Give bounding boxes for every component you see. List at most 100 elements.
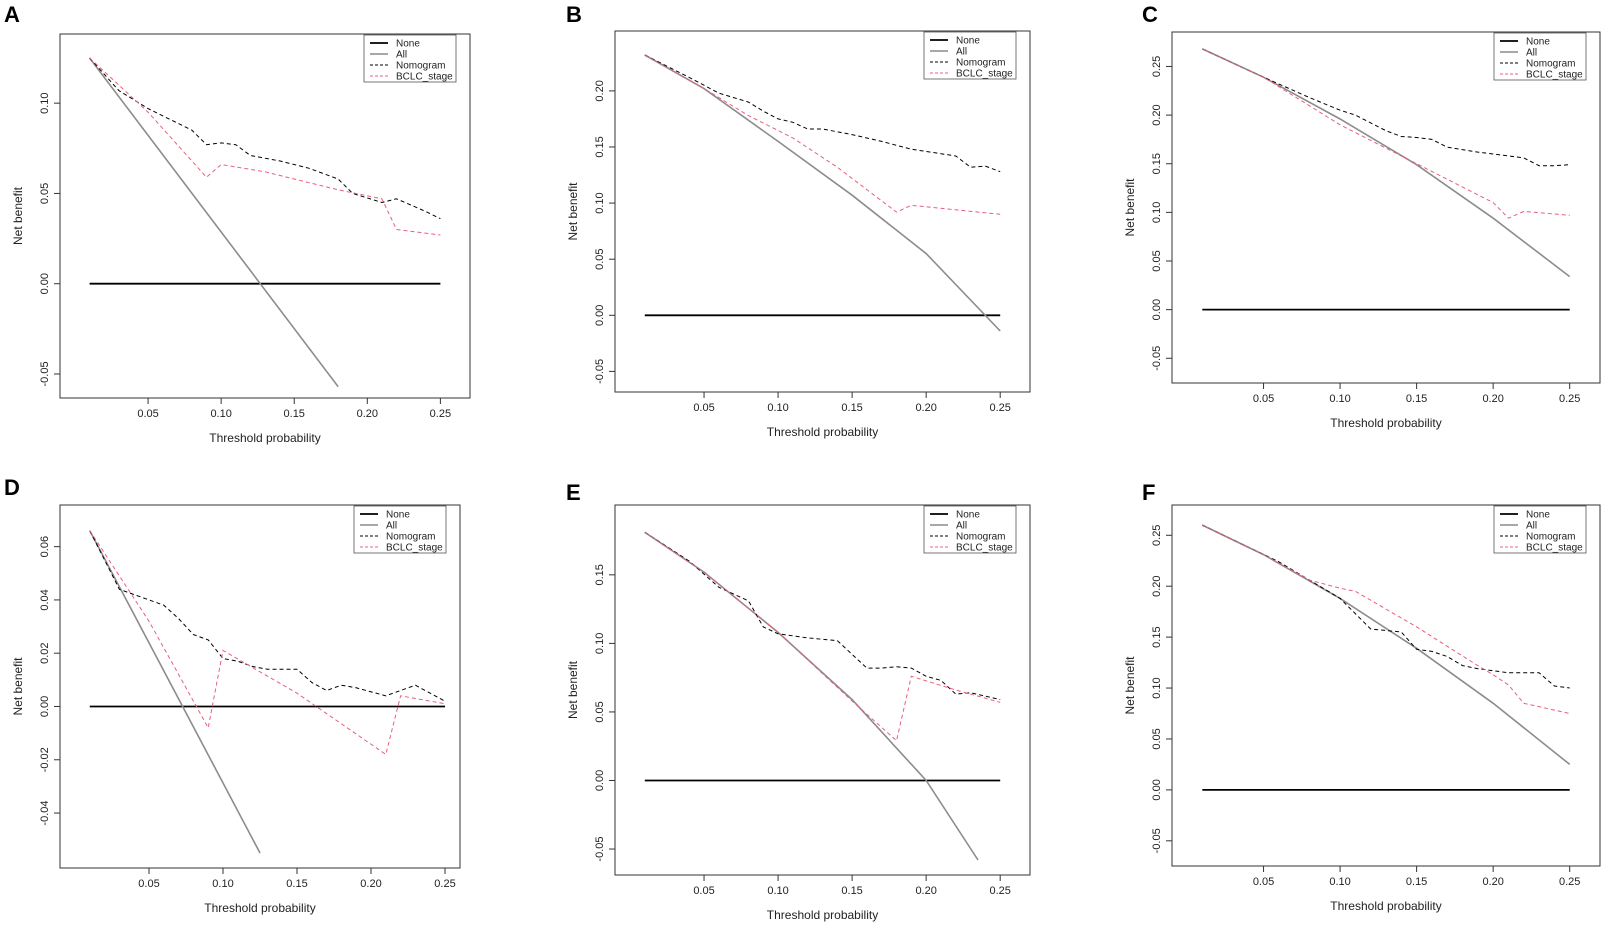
y-tick-label: 0.20 xyxy=(1151,104,1163,125)
legend-label-bclc: BCLC_stage xyxy=(1526,543,1583,554)
series-line-bclc xyxy=(89,57,441,236)
y-tick-label: -0.05 xyxy=(1151,346,1163,371)
y-tick-label: -0.05 xyxy=(1151,828,1163,853)
legend-label-bclc: BCLC_stage xyxy=(956,543,1013,554)
y-axis-title: Net benefit xyxy=(566,660,580,719)
legend-label-all: All xyxy=(396,50,407,61)
series-group xyxy=(644,54,1001,332)
plot-frame xyxy=(614,504,1031,876)
series-line-all xyxy=(88,57,339,388)
x-tick-label: 0.15 xyxy=(284,408,305,420)
legend-label-all: All xyxy=(1526,521,1537,532)
y-tick-label: 0.15 xyxy=(1151,626,1163,647)
x-tick-label: 0.25 xyxy=(1559,876,1580,888)
y-axis-title: Net benefit xyxy=(11,657,25,716)
x-tick-label: 0.15 xyxy=(286,878,307,890)
panel-a: A 0.05 0.10 0.15 0.20 0.25 -0.05 0.00 0.05 0.10 Th… xyxy=(4,2,471,445)
x-tick-label: 0.20 xyxy=(1482,393,1503,405)
legend-label-bclc: BCLC_stage xyxy=(386,543,443,554)
y-tick-label: 0.00 xyxy=(1151,779,1163,800)
x-tick-label: 0.20 xyxy=(360,878,381,890)
legend-label-nomogram: Nomogram xyxy=(1526,532,1575,543)
y-tick-label: 0.00 xyxy=(39,696,51,717)
series-line-all xyxy=(644,531,979,861)
x-tick-label: 0.15 xyxy=(841,402,862,414)
y-tick-label: 0.00 xyxy=(594,305,606,326)
legend-label-none: None xyxy=(1526,37,1550,48)
x-tick-label: 0.25 xyxy=(989,402,1010,414)
legend-label-nomogram: Nomogram xyxy=(396,61,445,72)
y-tick-label: 0.00 xyxy=(1151,299,1163,320)
series-line-nomogram xyxy=(1202,524,1570,689)
legend-label-bclc: BCLC_stage xyxy=(956,69,1013,80)
x-tick-label: 0.20 xyxy=(1482,876,1503,888)
legend-label-all: All xyxy=(386,521,397,532)
x-tick-label: 0.05 xyxy=(138,878,159,890)
x-tick-label: 0.10 xyxy=(767,402,788,414)
series-group xyxy=(1201,48,1571,311)
legend-label-none: None xyxy=(396,39,420,50)
series-group xyxy=(88,57,441,388)
x-tick-label: 0.05 xyxy=(1253,876,1274,888)
y-tick-label: -0.05 xyxy=(594,836,606,861)
legend-label-none: None xyxy=(956,36,980,47)
series-line-bclc xyxy=(644,54,1001,215)
panel-letter: A xyxy=(4,2,20,27)
x-tick-label: 0.05 xyxy=(1253,393,1274,405)
series-line-bclc xyxy=(1202,524,1570,714)
x-tick-label: 0.25 xyxy=(430,408,451,420)
y-axis-title: Net benefit xyxy=(566,182,580,241)
legend-label-none: None xyxy=(386,510,410,521)
series-line-nomogram xyxy=(644,54,1001,173)
y-tick-label: 0.15 xyxy=(594,564,606,585)
y-tick-label: 0.05 xyxy=(594,248,606,269)
panel-d: D 0.05 0.10 0.15 0.20 0.25 -0.04 -0.02 0.00 0.02 0… xyxy=(4,475,461,915)
y-tick-label: 0.04 xyxy=(39,589,51,610)
y-tick-label: -0.04 xyxy=(39,801,51,826)
x-tick-label: 0.10 xyxy=(1329,393,1350,405)
legend-label-none: None xyxy=(1526,510,1550,521)
x-tick-label: 0.05 xyxy=(693,402,714,414)
y-tick-label: 0.10 xyxy=(594,192,606,213)
panel-letter: E xyxy=(566,480,581,505)
x-tick-label: 0.10 xyxy=(767,885,788,897)
x-tick-label: 0.15 xyxy=(1406,876,1427,888)
plot-frame xyxy=(1171,31,1601,384)
legend-box xyxy=(363,34,457,83)
y-tick-label: 0.00 xyxy=(594,770,606,791)
legend-label-bclc: BCLC_stage xyxy=(396,72,453,83)
y-tick-label: 0.20 xyxy=(594,80,606,101)
x-tick-label: 0.10 xyxy=(212,878,233,890)
x-tick-label: 0.15 xyxy=(841,885,862,897)
y-tick-label: 0.10 xyxy=(1151,677,1163,698)
legend-label-all: All xyxy=(956,521,967,532)
y-tick-label: 0.00 xyxy=(39,273,51,294)
x-axis-title: Threshold probability xyxy=(767,908,878,922)
series-line-bclc xyxy=(644,531,1001,742)
x-tick-label: 0.10 xyxy=(210,408,231,420)
y-tick-label: 0.10 xyxy=(39,92,51,113)
y-tick-label: -0.05 xyxy=(39,361,51,386)
x-tick-label: 0.20 xyxy=(915,402,936,414)
y-tick-label: 0.10 xyxy=(1151,202,1163,223)
series-line-bclc xyxy=(1202,48,1570,219)
y-tick-label: 0.25 xyxy=(1151,56,1163,77)
x-axis-title: Threshold probability xyxy=(209,431,320,445)
legend-label-none: None xyxy=(956,510,980,521)
y-axis-title: Net benefit xyxy=(1123,178,1137,237)
x-axis-title: Threshold probability xyxy=(767,425,878,439)
series-line-nomogram xyxy=(1202,48,1570,167)
panel-b: B 0.05 0.10 0.15 0.20 0.25 -0.05 0.00 0.05 0.10 0.… xyxy=(566,2,1031,439)
y-tick-label: 0.02 xyxy=(39,642,51,663)
x-tick-label: 0.25 xyxy=(1559,393,1580,405)
series-line-all xyxy=(89,530,261,854)
panel-c: C 0.05 0.10 0.15 0.20 0.25 -0.05 0.00 0.05 0.10 0.… xyxy=(1123,2,1601,430)
legend-label-all: All xyxy=(956,47,967,58)
x-tick-label: 0.15 xyxy=(1406,393,1427,405)
x-tick-label: 0.05 xyxy=(693,885,714,897)
series-line-nomogram xyxy=(89,530,446,702)
